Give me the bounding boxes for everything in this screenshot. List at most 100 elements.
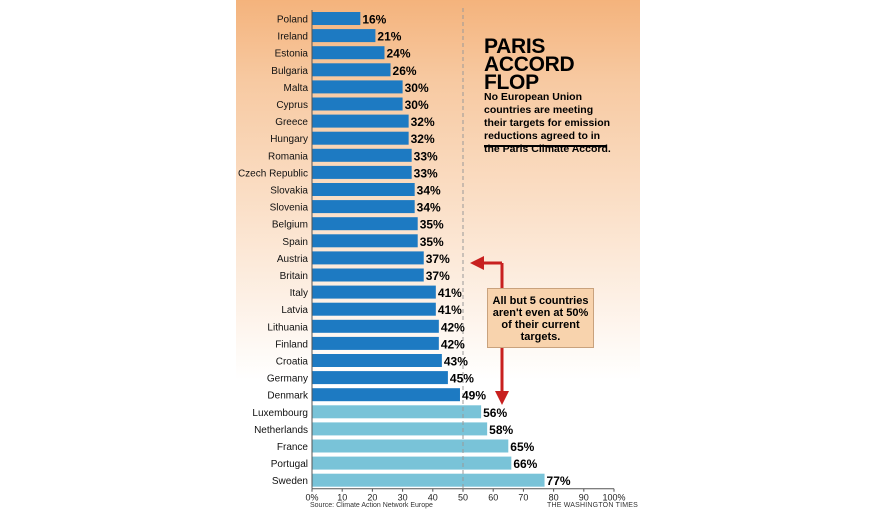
bar-luxembourg	[312, 405, 482, 419]
value-label: 34%	[417, 201, 441, 215]
bar-slovenia	[312, 200, 415, 214]
category-label: Germany	[267, 374, 308, 385]
bar-sweden	[312, 473, 545, 487]
value-label: 21%	[377, 30, 401, 44]
category-label: Belgium	[272, 220, 308, 231]
credit-note: THE WASHINGTON TIMES	[547, 502, 638, 509]
value-label: 35%	[420, 218, 444, 232]
bar-belgium	[312, 217, 418, 231]
bar-croatia	[312, 354, 442, 367]
x-tick-label: 80	[549, 493, 559, 503]
subtitle-divider	[484, 145, 606, 147]
x-tick-label: 50	[458, 493, 468, 503]
category-label: France	[277, 442, 309, 453]
category-label: Malta	[284, 83, 309, 94]
value-label: 35%	[420, 235, 444, 249]
bar-austria	[312, 251, 424, 265]
category-label: Finland	[275, 339, 308, 350]
bar-spain	[312, 234, 418, 248]
category-label: Greece	[275, 117, 308, 128]
category-label: Croatia	[276, 357, 309, 368]
value-label: 32%	[411, 132, 435, 146]
bar-greece	[312, 114, 409, 128]
x-tick-label: 70	[518, 493, 528, 503]
bar-britain	[312, 268, 424, 282]
category-label: Hungary	[270, 134, 308, 145]
bar-estonia	[312, 46, 385, 60]
category-label: Poland	[277, 15, 308, 26]
x-tick-label: 0%	[305, 493, 318, 503]
bar-germany	[312, 371, 448, 385]
bar-latvia	[312, 302, 436, 316]
category-label: Romania	[268, 151, 308, 162]
value-label: 41%	[438, 303, 462, 317]
annotation-arrow	[470, 256, 509, 405]
bar-ireland	[312, 29, 376, 43]
value-label: 34%	[417, 184, 441, 198]
bar-portugal	[312, 456, 512, 470]
value-label: 37%	[426, 252, 450, 266]
value-label: 45%	[450, 372, 474, 386]
bar-slovakia	[312, 183, 415, 196]
value-label: 66%	[513, 457, 537, 471]
bar-romania	[312, 148, 412, 162]
x-tick-label: 30	[398, 493, 408, 503]
x-tick-label: 10	[337, 493, 347, 503]
bar-poland	[312, 12, 361, 25]
value-label: 49%	[462, 389, 486, 403]
value-label: 26%	[393, 64, 417, 78]
value-label: 41%	[438, 286, 462, 300]
category-label: Austria	[277, 254, 309, 265]
category-label: Spain	[282, 237, 308, 248]
category-label: Sweden	[272, 476, 308, 487]
category-label: Denmark	[267, 391, 309, 402]
category-label: Italy	[290, 288, 308, 299]
bar-cyprus	[312, 97, 403, 111]
category-label: Britain	[280, 271, 308, 282]
x-tick-label: 40	[428, 493, 438, 503]
value-label: 43%	[444, 355, 468, 369]
value-label: 32%	[411, 115, 435, 129]
value-label: 42%	[441, 320, 465, 334]
value-label: 65%	[510, 440, 534, 454]
bar-netherlands	[312, 422, 488, 436]
x-tick-label: 60	[488, 493, 498, 503]
value-label: 37%	[426, 269, 450, 283]
value-label: 33%	[414, 149, 438, 163]
value-label: 16%	[362, 13, 386, 27]
annotation-box: All but 5 countries aren't even at 50% o…	[487, 288, 594, 348]
category-label: Cyprus	[276, 100, 308, 111]
bar-czech-republic	[312, 165, 412, 179]
value-label: 33%	[414, 166, 438, 180]
value-label: 56%	[483, 406, 507, 420]
x-tick-label: 90	[579, 493, 589, 503]
bar-lithuania	[312, 319, 439, 333]
value-label: 30%	[405, 98, 429, 112]
value-label: 77%	[547, 474, 571, 488]
category-label: Czech Republic	[238, 168, 308, 179]
bar-italy	[312, 285, 436, 299]
value-label: 42%	[441, 337, 465, 351]
category-label: Estonia	[275, 49, 309, 60]
category-label: Lithuania	[267, 322, 308, 333]
chart-title: PARIS ACCORD FLOP	[484, 35, 575, 94]
category-label: Slovakia	[270, 186, 308, 197]
category-label: Portugal	[271, 459, 308, 470]
category-label: Bulgaria	[271, 66, 308, 77]
bar-malta	[312, 80, 403, 94]
category-label: Luxembourg	[252, 408, 308, 419]
bar-denmark	[312, 388, 460, 402]
x-tick-label: 100%	[602, 493, 625, 503]
bar-hungary	[312, 131, 409, 145]
value-label: 58%	[489, 423, 513, 437]
bar-finland	[312, 336, 439, 350]
category-label: Netherlands	[254, 425, 308, 436]
x-tick-label: 20	[367, 493, 377, 503]
category-label: Slovenia	[270, 203, 309, 214]
bar-bulgaria	[312, 63, 391, 77]
value-label: 24%	[386, 47, 410, 61]
bar-france	[312, 439, 509, 453]
category-label: Ireland	[277, 32, 308, 43]
source-note: Source: Climate Action Network Europe	[310, 502, 433, 509]
